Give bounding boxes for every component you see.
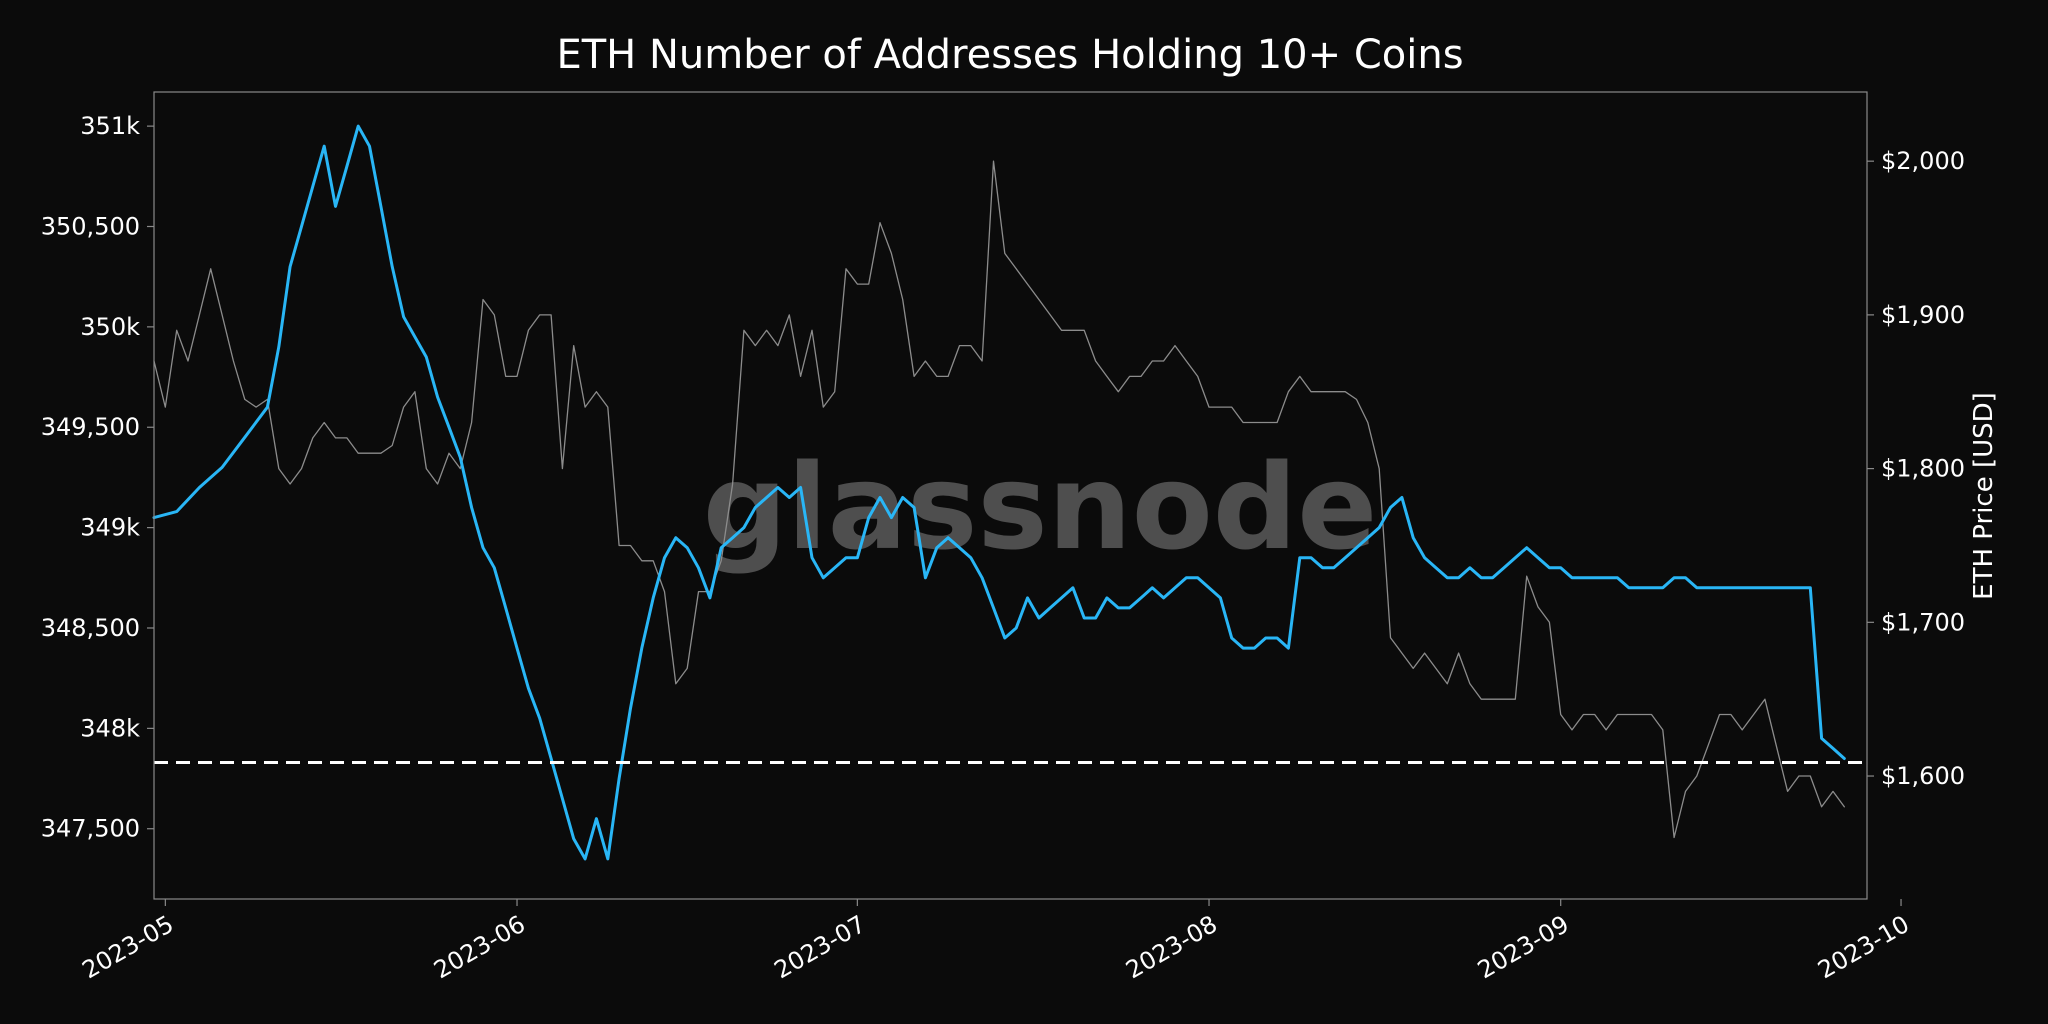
addresses-holding-line: [152, 124, 1846, 861]
left-tick-label: 347,500: [41, 815, 140, 843]
right-tick-label: $1,700: [1881, 608, 1965, 636]
left-tick-label: 349k: [80, 514, 140, 542]
right-tick-label: $1,600: [1881, 762, 1965, 790]
right-axis-title: ETH Price [USD]: [1969, 392, 1999, 600]
left-tick-label: 349,500: [41, 413, 140, 441]
plot-area-frame: [153, 91, 1868, 900]
left-tick-label: 350k: [80, 313, 140, 341]
left-tick-label: 351k: [80, 112, 140, 140]
price-series-layer: [153, 160, 1845, 839]
right-tick-label: $2,000: [1881, 147, 1965, 175]
left-tick-label: 348,500: [41, 614, 140, 642]
eth-price-line: [153, 160, 1845, 839]
left-tick-label: 348k: [80, 714, 140, 742]
watermark-text: glassnode: [703, 438, 1378, 576]
right-tick-label: $1,800: [1881, 455, 1965, 483]
right-y-axis: $1,600 $1,700 $1,800 $1,900 $2,000: [1867, 147, 1965, 790]
left-y-axis: 347,500 348k 348,500 349k 349,500 350k 350,500…: [41, 112, 154, 843]
left-tick-label: 350,500: [41, 213, 140, 241]
chart-title: ETH Number of Addresses Holding 10+ Coin…: [556, 32, 1463, 78]
right-tick-label: $1,900: [1881, 301, 1965, 329]
address-series-layer: [152, 124, 1846, 861]
